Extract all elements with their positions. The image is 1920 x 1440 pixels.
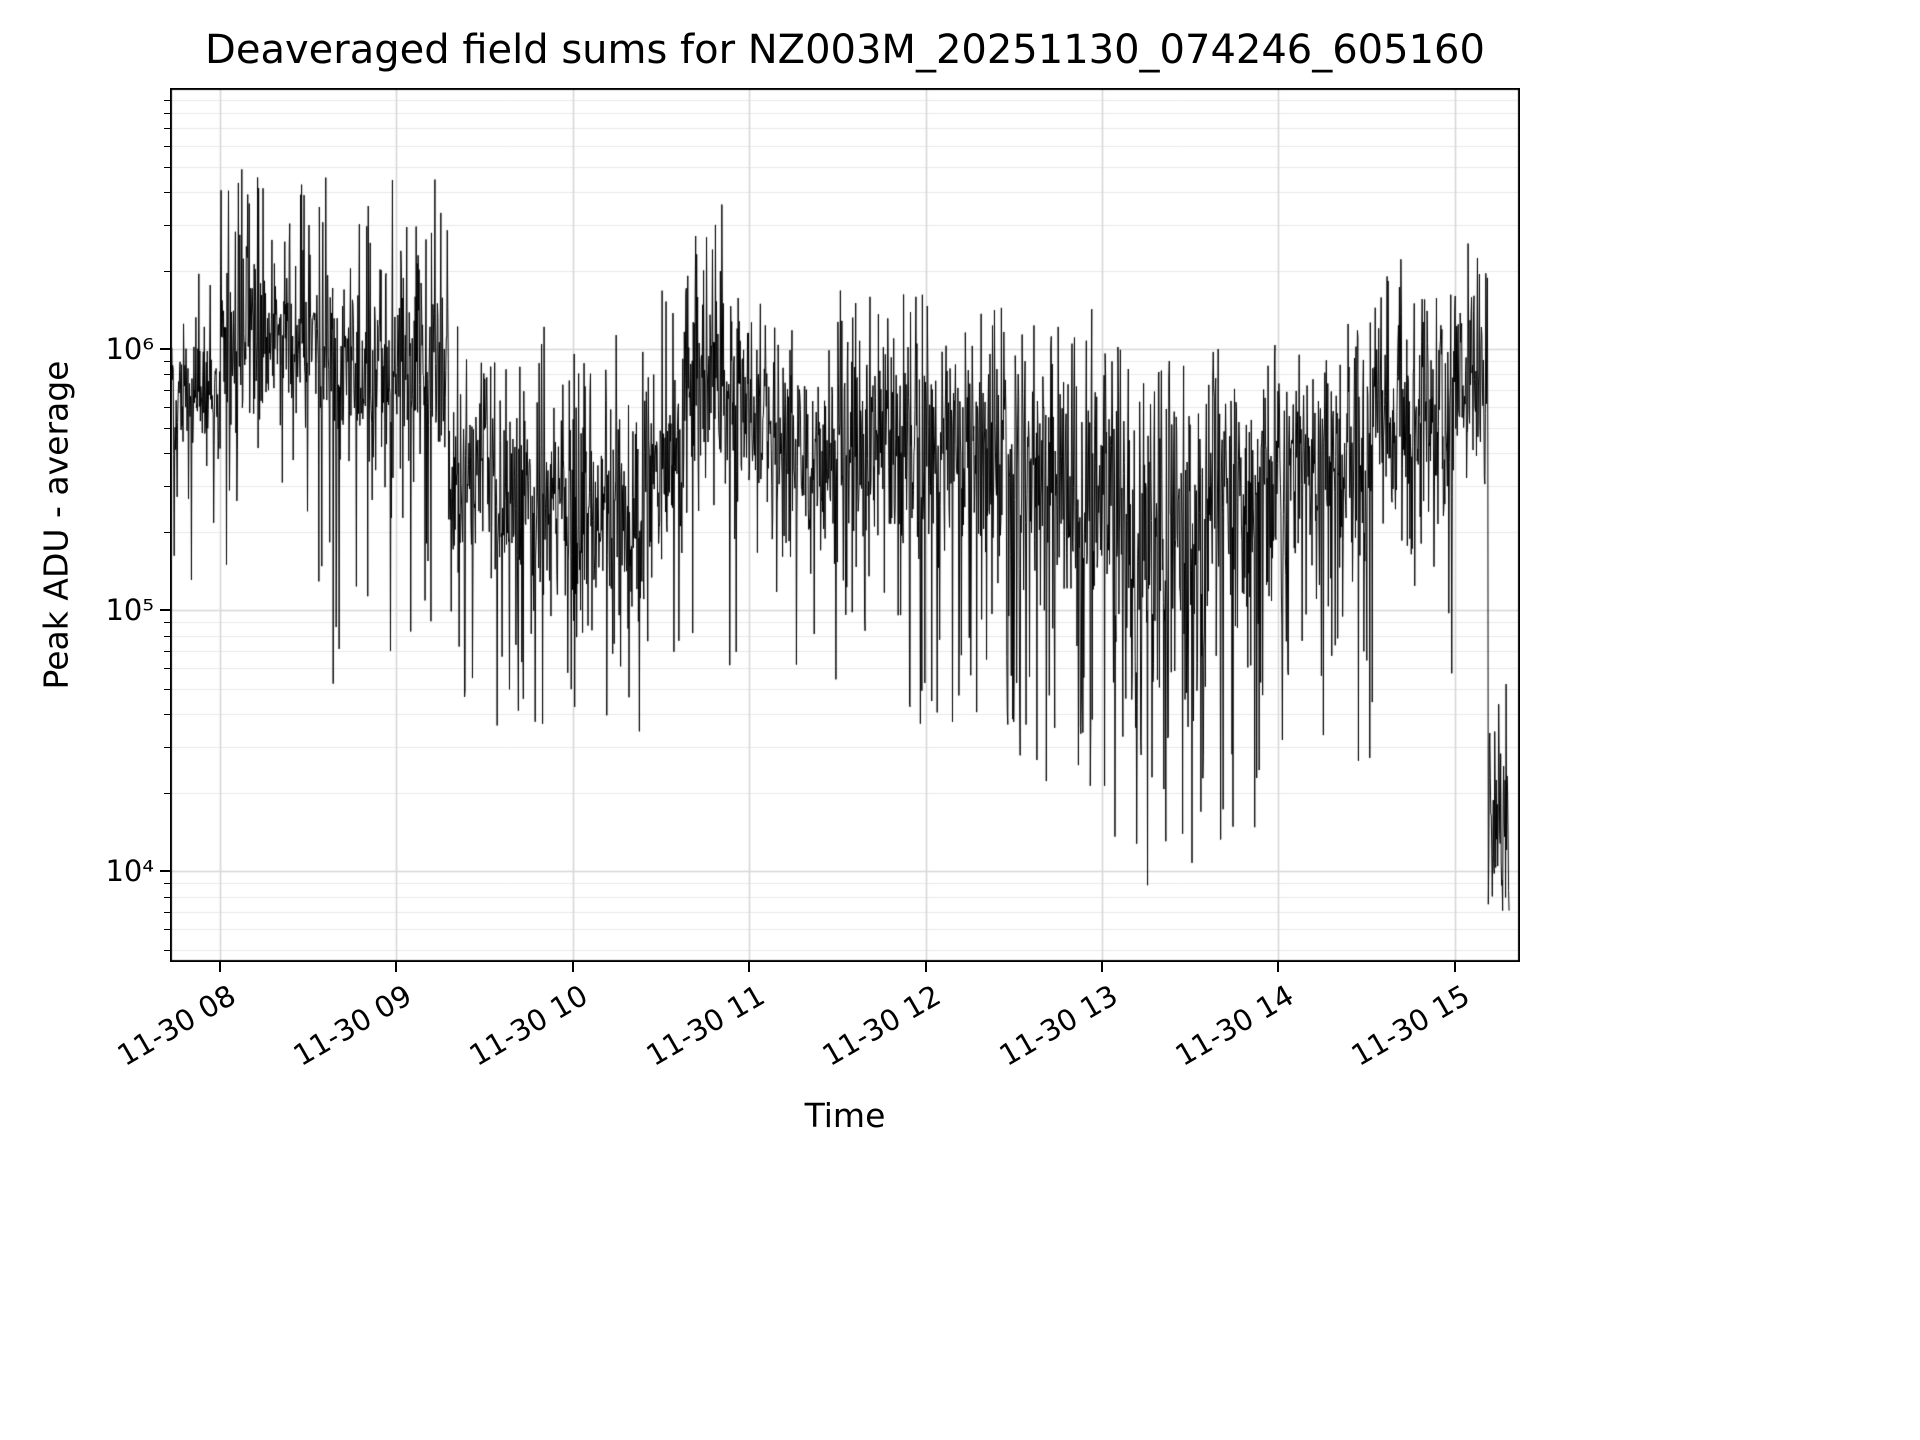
y-minor-tick-mark: [164, 746, 170, 748]
y-minor-tick-mark: [164, 531, 170, 533]
x-tick-mark: [1453, 962, 1456, 972]
chart-title: Deaveraged field sums for NZ003M_2025113…: [205, 27, 1485, 73]
y-tick-mark: [160, 870, 170, 873]
y-minor-tick-mark: [164, 911, 170, 913]
x-tick-mark: [395, 962, 398, 972]
y-tick-mark: [160, 348, 170, 351]
y-minor-tick-mark: [164, 113, 170, 115]
x-tick-mark: [924, 962, 927, 972]
y-minor-tick-mark: [164, 427, 170, 429]
y-minor-tick-mark: [164, 99, 170, 101]
y-minor-tick-mark: [164, 145, 170, 147]
x-tick-label: 11-30 10: [463, 978, 594, 1073]
y-minor-tick-mark: [164, 635, 170, 637]
y-minor-tick-mark: [164, 792, 170, 794]
y-minor-tick-mark: [164, 361, 170, 363]
y-minor-tick-mark: [164, 166, 170, 168]
x-tick-label: 11-30 15: [1345, 978, 1476, 1073]
x-tick-label: 11-30 13: [993, 978, 1123, 1073]
y-axis-label: Peak ADU - average: [36, 360, 76, 690]
y-minor-tick-mark: [164, 407, 170, 409]
y-minor-tick-mark: [164, 883, 170, 885]
plot-canvas: [170, 88, 1520, 962]
y-minor-tick-mark: [164, 929, 170, 931]
y-minor-tick-mark: [164, 374, 170, 376]
y-tick-mark: [160, 609, 170, 612]
y-tick-label: 10⁴: [105, 854, 154, 889]
y-minor-tick-mark: [164, 896, 170, 898]
x-tick-mark: [748, 962, 751, 972]
y-tick-label: 10⁵: [105, 593, 154, 628]
x-tick-mark: [219, 962, 222, 972]
y-minor-tick-mark: [164, 950, 170, 952]
x-axis-label: Time: [804, 1096, 886, 1135]
y-minor-tick-mark: [164, 668, 170, 670]
y-minor-tick-mark: [164, 191, 170, 193]
x-tick-label: 11-30 14: [1169, 978, 1300, 1073]
y-minor-tick-mark: [164, 688, 170, 690]
y-minor-tick-mark: [164, 650, 170, 652]
y-minor-tick-mark: [164, 622, 170, 624]
y-tick-label: 10⁶: [105, 332, 154, 367]
y-minor-tick-mark: [164, 270, 170, 272]
y-minor-tick-mark: [164, 389, 170, 391]
y-minor-tick-mark: [164, 224, 170, 226]
x-tick-label: 11-30 09: [287, 978, 418, 1073]
x-tick-mark: [1277, 962, 1280, 972]
x-tick-mark: [571, 962, 574, 972]
x-tick-label: 11-30 12: [816, 978, 947, 1073]
y-minor-tick-mark: [164, 453, 170, 455]
x-tick-mark: [1100, 962, 1103, 972]
x-tick-label: 11-30 11: [640, 978, 771, 1073]
x-tick-label: 11-30 08: [111, 978, 242, 1073]
y-minor-tick-mark: [164, 128, 170, 130]
y-minor-tick-mark: [164, 714, 170, 716]
y-minor-tick-mark: [164, 485, 170, 487]
